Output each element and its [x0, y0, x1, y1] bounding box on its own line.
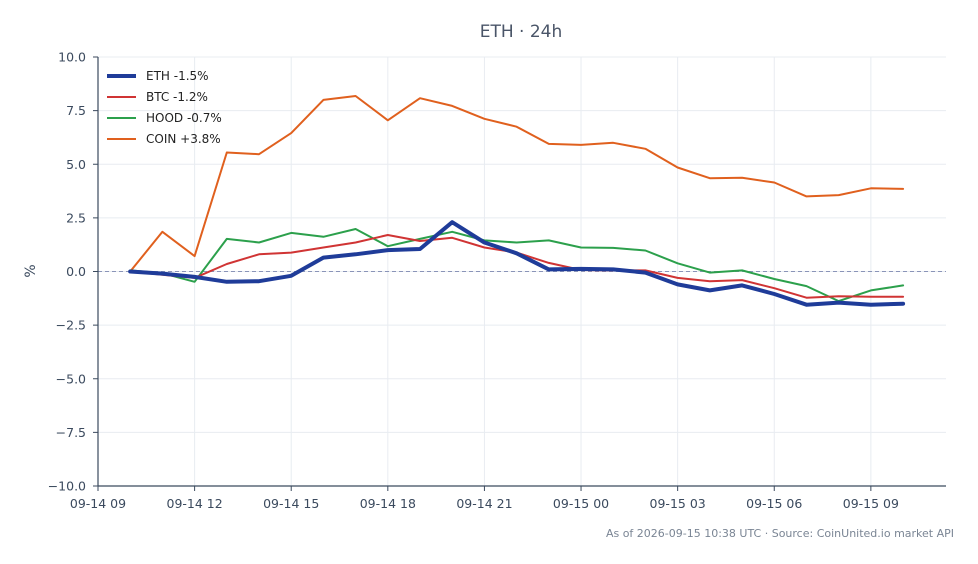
x-tick-label: 09-15 00 [553, 496, 609, 511]
source-footnote: As of 2026-09-15 10:38 UTC · Source: Coi… [606, 527, 954, 540]
x-tick-label: 09-15 03 [650, 496, 706, 511]
chart-title: ETH · 24h [480, 22, 563, 42]
x-tick-label: 09-14 09 [70, 496, 126, 511]
y-tick-label: −7.5 [56, 425, 86, 440]
series-line [129, 228, 905, 303]
axes [93, 56, 946, 491]
series-line [129, 234, 905, 299]
x-tick-label: 09-14 18 [360, 496, 416, 511]
y-tick-label: 2.5 [66, 210, 86, 225]
legend: ETH -1.5% BTC -1.2% HOOD -0.7% COIN +3.8% [107, 69, 222, 146]
y-tick-labels: −10.0 −7.5 −5.0 −2.5 0.0 2.5 5.0 7.5 10.0 [48, 50, 86, 494]
x-tick-label: 09-14 12 [167, 496, 223, 511]
legend-label: ETH -1.5% [146, 69, 209, 83]
x-tick-label: 09-15 06 [746, 496, 802, 511]
legend-label: HOOD -0.7% [146, 111, 222, 125]
y-tick-label: 7.5 [66, 103, 86, 118]
x-tick-label: 09-14 21 [456, 496, 512, 511]
y-axis-label: % [23, 264, 39, 277]
y-tick-label: 10.0 [58, 50, 86, 65]
x-tick-label: 09-14 15 [263, 496, 319, 511]
y-tick-label: 5.0 [66, 157, 86, 172]
y-tick-label: −5.0 [56, 371, 86, 386]
y-tick-label: −10.0 [48, 479, 86, 494]
x-tick-label: 09-15 09 [843, 496, 899, 511]
legend-label: BTC -1.2% [146, 90, 208, 104]
y-tick-label: 0.0 [66, 264, 86, 279]
legend-label: COIN +3.8% [146, 132, 221, 146]
series-line [129, 95, 905, 273]
series-line [128, 220, 906, 307]
series-lines [128, 95, 906, 307]
y-tick-label: −2.5 [56, 318, 86, 333]
x-tick-labels: 09-14 09 09-14 12 09-14 15 09-14 18 09-14 21… [70, 496, 899, 511]
